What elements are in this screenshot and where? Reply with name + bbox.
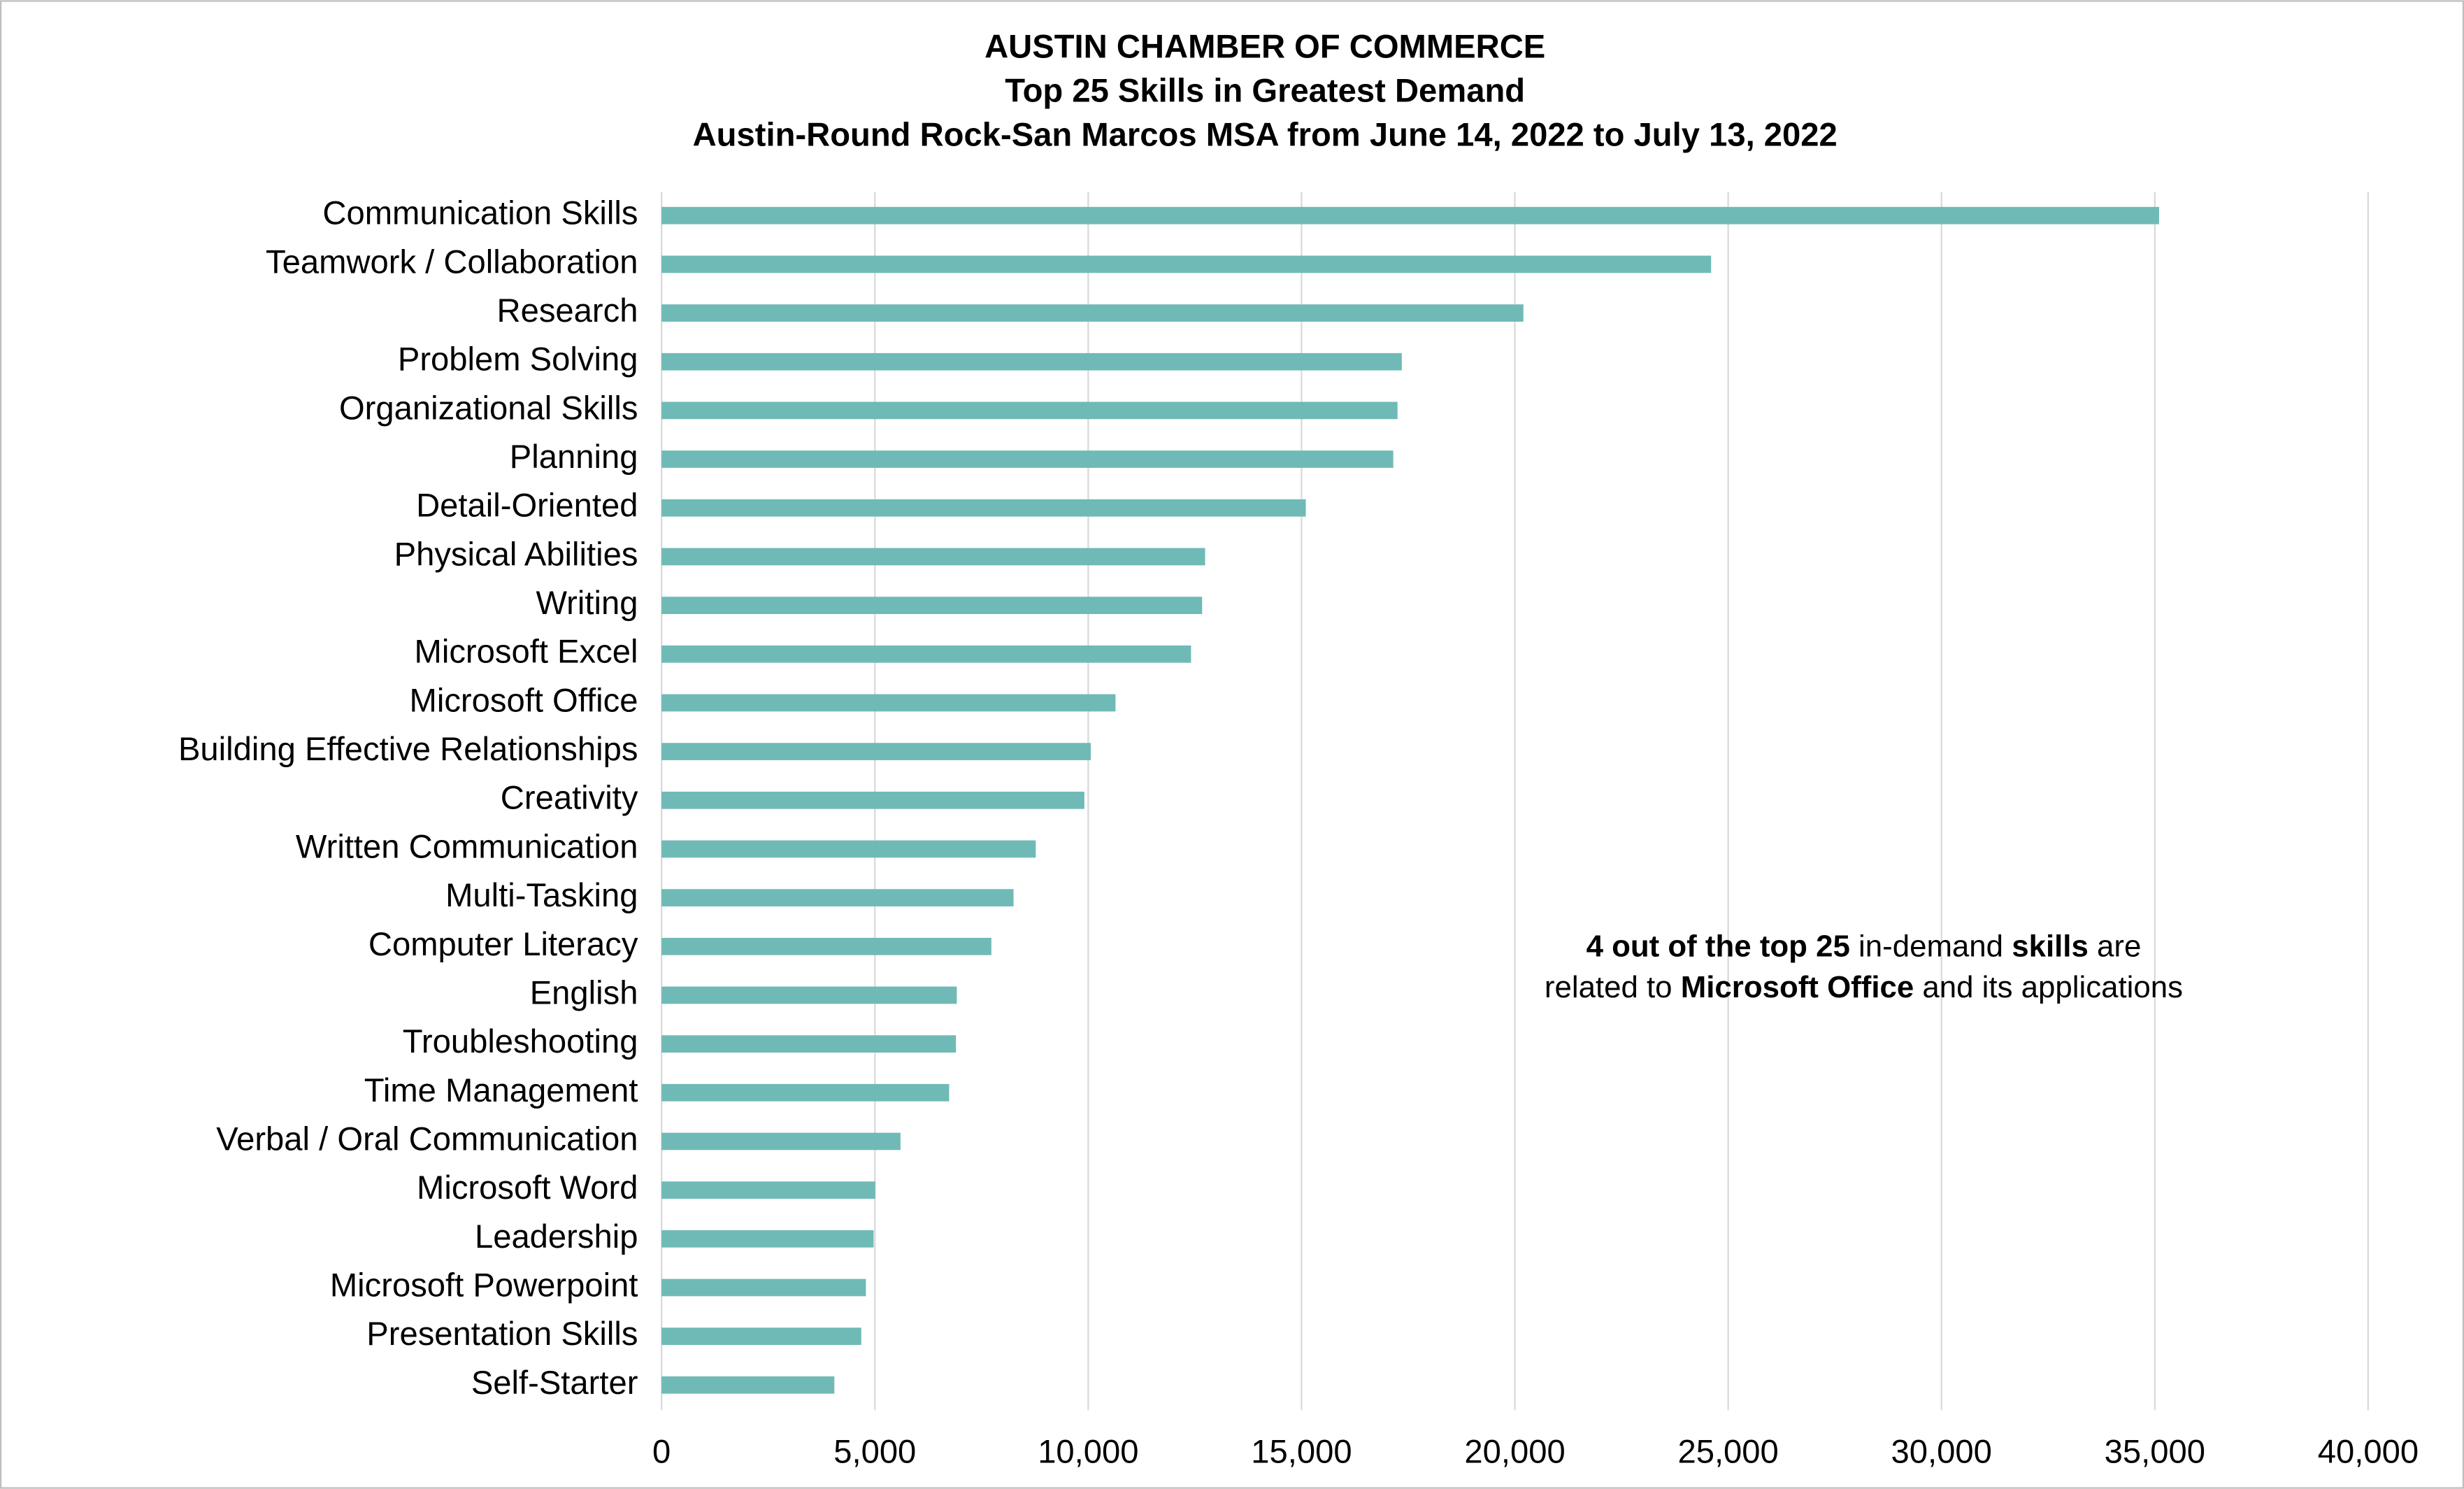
bar — [661, 450, 1394, 468]
bar — [661, 1181, 875, 1199]
y-tick-label: Time Management — [364, 1072, 638, 1109]
annotation: related to Microsoft Office and its appl… — [1545, 970, 2183, 1004]
bar — [661, 499, 1306, 517]
bar — [661, 645, 1191, 663]
x-tick-label: 10,000 — [1038, 1434, 1138, 1471]
chart-subtitle: Top 25 Skills in Greatest Demand — [1005, 72, 1525, 109]
annotation-text: Microsoft Office — [1681, 970, 1914, 1004]
bar — [661, 206, 2159, 225]
bar — [661, 1376, 835, 1394]
y-tick-label: Microsoft Word — [417, 1169, 638, 1206]
y-tick-label: Physical Abilities — [394, 536, 638, 573]
bar — [661, 1327, 861, 1346]
chart-subtitle: Austin-Round Rock-San Marcos MSA from Ju… — [693, 116, 1838, 153]
annotation-text: in-demand — [1850, 929, 2012, 963]
chart-title: AUSTIN CHAMBER OF COMMERCE — [984, 28, 1545, 65]
bar — [661, 937, 991, 955]
y-tick-label: Teamwork / Collaboration — [266, 243, 638, 280]
y-tick-label: Verbal / Oral Communication — [216, 1120, 638, 1157]
bar — [661, 1132, 901, 1150]
x-tick-label: 20,000 — [1464, 1434, 1565, 1471]
y-tick-label: Planning — [510, 439, 638, 476]
y-tick-label: Presentation Skills — [366, 1316, 638, 1353]
y-tick-label: Leadership — [475, 1218, 638, 1255]
y-tick-label: Microsoft Excel — [415, 634, 638, 671]
y-tick-label: Creativity — [501, 780, 638, 817]
bar — [661, 255, 1712, 273]
x-tick-label: 5,000 — [833, 1434, 916, 1471]
annotation-text: 4 out of the top 25 — [1586, 929, 1850, 963]
annotation-text: related to — [1545, 970, 1681, 1004]
bar — [661, 791, 1084, 809]
bar — [661, 1083, 950, 1102]
y-tick-label: Research — [497, 292, 638, 329]
bar — [661, 1278, 866, 1297]
y-tick-label: English — [530, 974, 638, 1011]
bar — [661, 1035, 957, 1053]
bar — [661, 840, 1036, 858]
bar — [661, 743, 1091, 760]
bar — [661, 1230, 874, 1248]
x-tick-label: 0 — [652, 1434, 671, 1471]
bar — [661, 694, 1116, 712]
x-tick-label: 25,000 — [1677, 1434, 1778, 1471]
y-tick-label: Microsoft Office — [410, 682, 638, 719]
y-tick-label: Troubleshooting — [403, 1023, 638, 1060]
y-tick-label: Communication Skills — [322, 195, 638, 232]
bar — [661, 548, 1205, 566]
annotation-text: skills — [2012, 929, 2089, 963]
y-tick-label: Organizational Skills — [339, 390, 638, 427]
y-tick-label: Building Effective Relationships — [178, 731, 638, 768]
x-tick-label: 15,000 — [1251, 1434, 1352, 1471]
y-tick-label: Problem Solving — [398, 341, 638, 378]
y-tick-label: Self-Starter — [471, 1365, 638, 1402]
y-tick-label: Microsoft Powerpoint — [330, 1267, 638, 1304]
bar — [661, 889, 1014, 906]
x-tick-label: 30,000 — [1891, 1434, 1992, 1471]
bar — [661, 597, 1203, 614]
annotation-text: are — [2089, 929, 2142, 963]
bar — [661, 986, 957, 1004]
bar — [661, 352, 1402, 371]
y-tick-label: Multi-Tasking — [445, 877, 638, 914]
x-tick-label: 40,000 — [2318, 1434, 2419, 1471]
y-tick-label: Writing — [536, 585, 638, 622]
annotation: 4 out of the top 25 in-demand skills are — [1586, 929, 2142, 963]
y-tick-label: Detail-Oriented — [416, 487, 638, 525]
bar — [661, 401, 1398, 420]
bar — [661, 304, 1524, 322]
annotation-text: and its applications — [1914, 970, 2183, 1004]
y-tick-label: Written Communication — [296, 828, 638, 865]
y-tick-label: Computer Literacy — [368, 926, 638, 963]
x-tick-label: 35,000 — [2105, 1434, 2205, 1471]
